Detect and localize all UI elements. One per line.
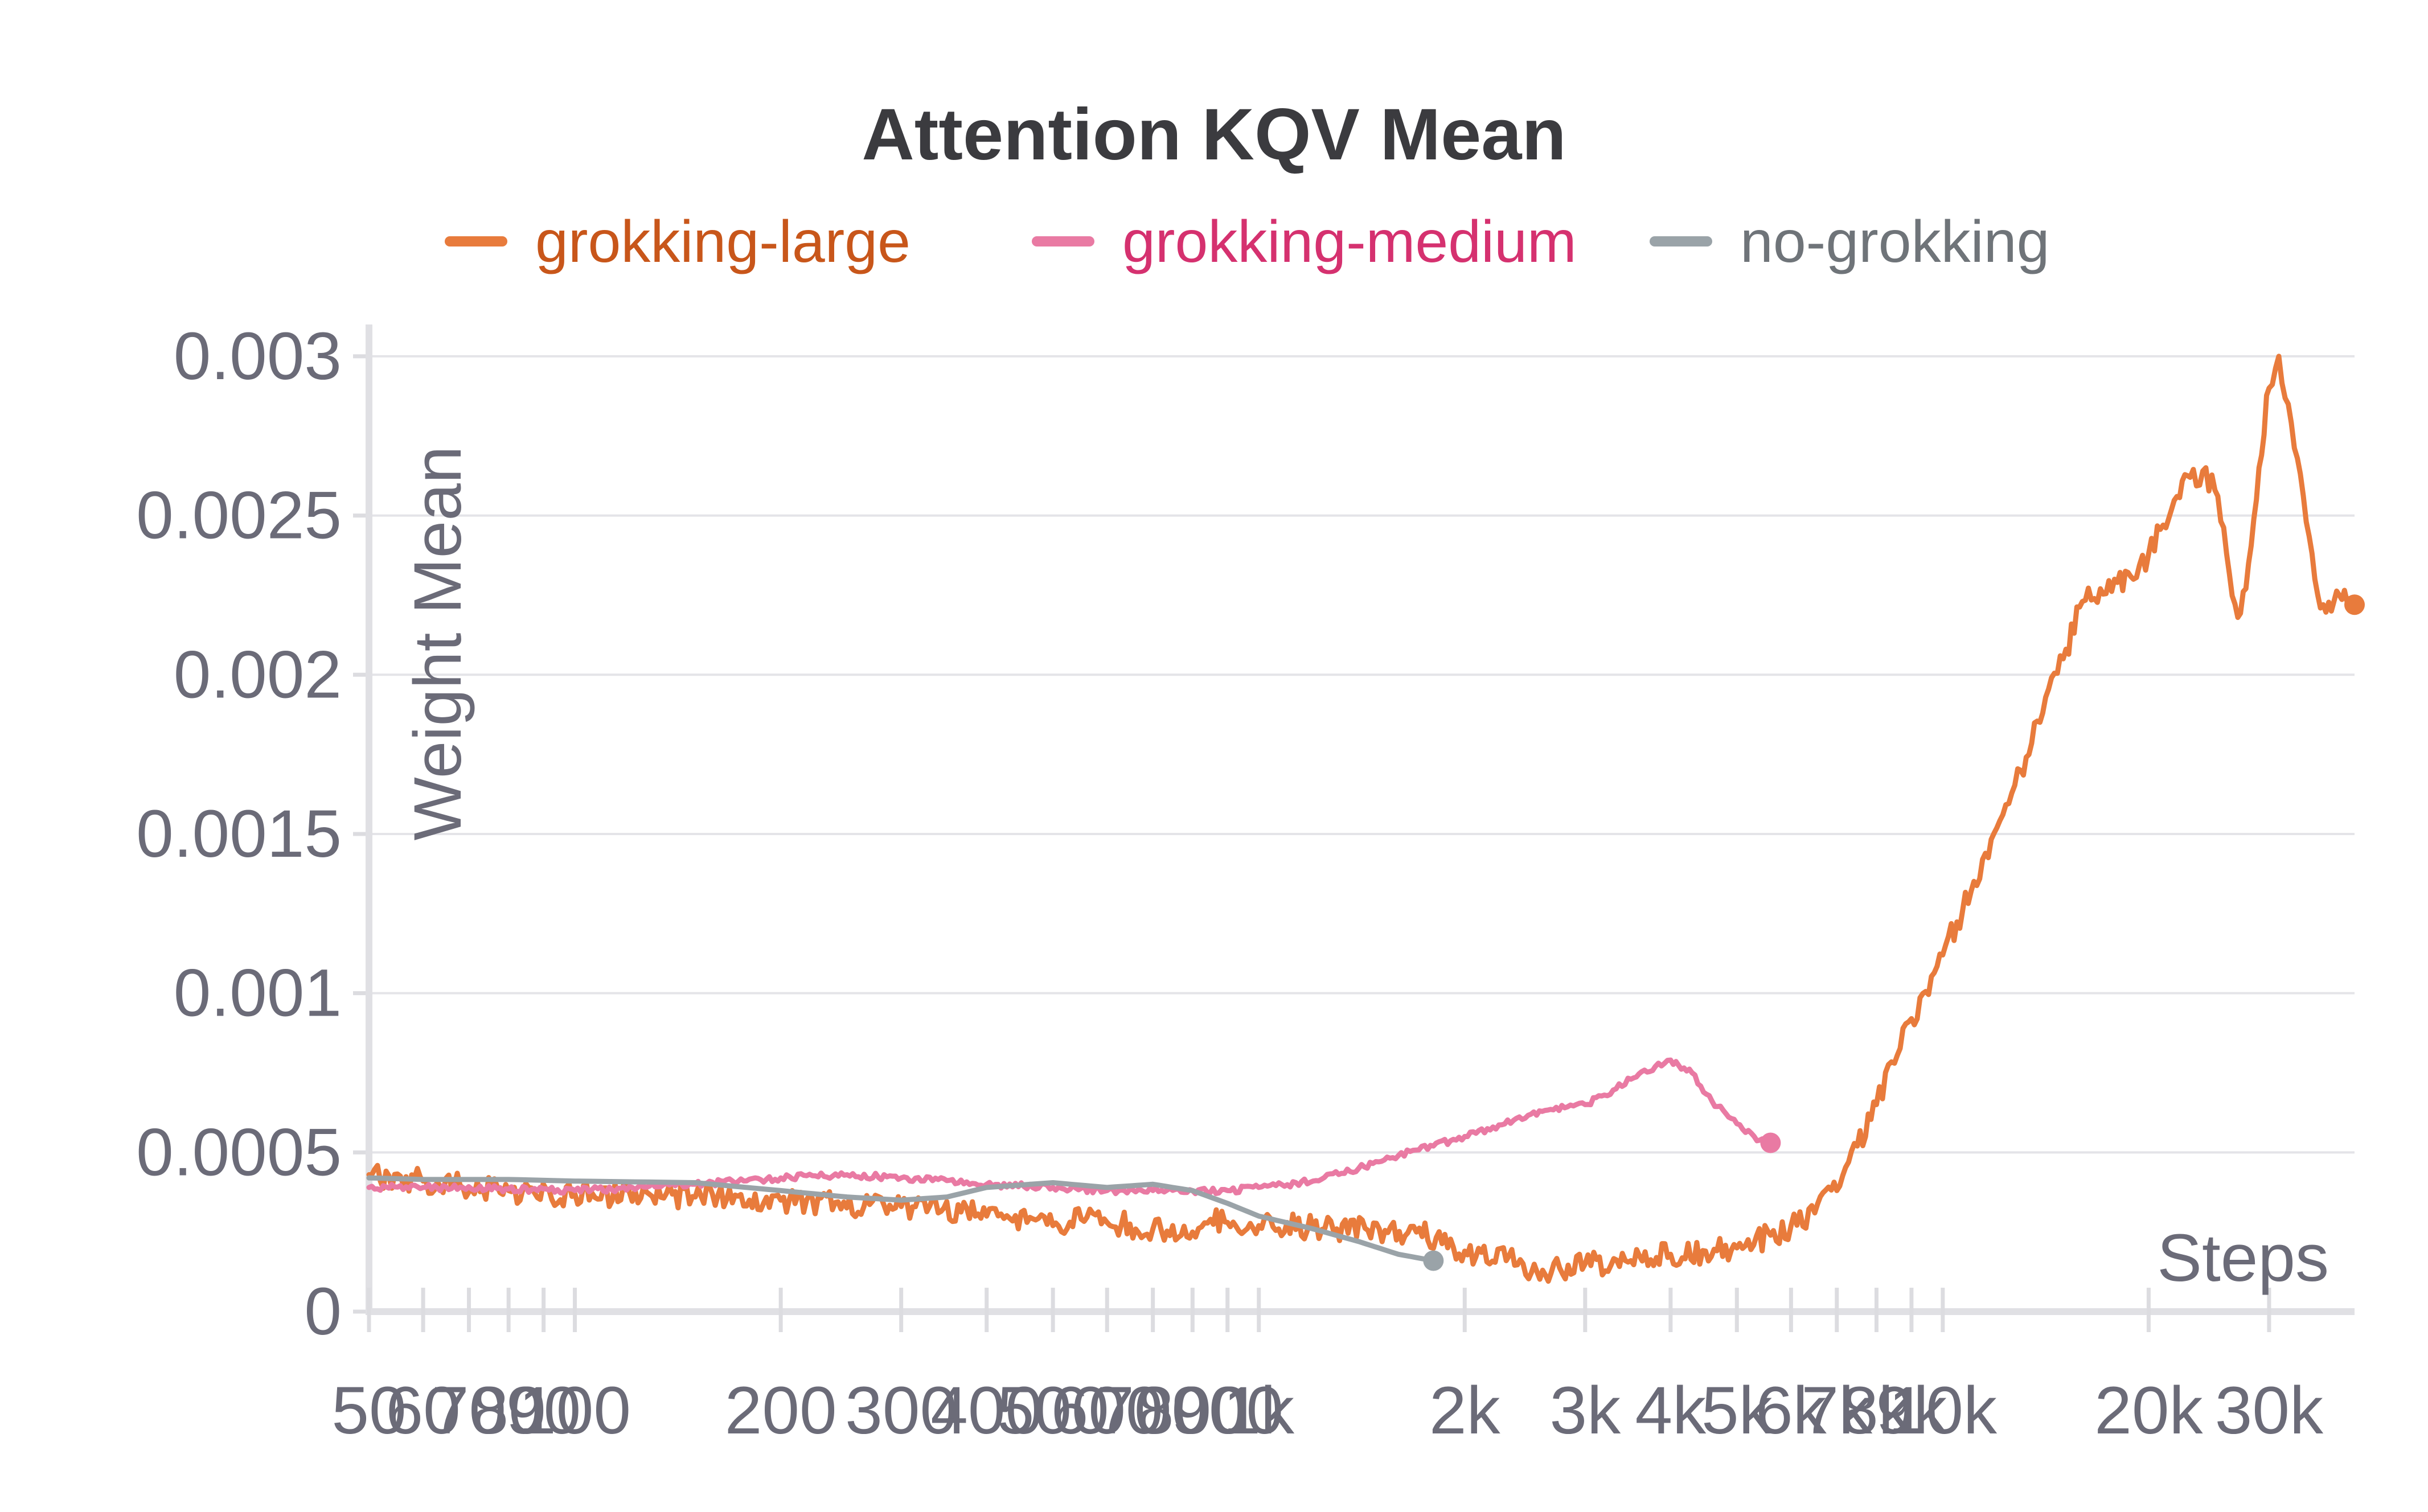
x-tick-label: 10k	[1889, 1373, 1998, 1448]
legend-label: no-grokking	[1740, 209, 2049, 275]
x-tick-label: 2k	[1429, 1373, 1501, 1448]
x-tick-label: 1k	[1223, 1373, 1295, 1448]
x-tick-label: 9k	[1876, 1373, 1948, 1448]
x-tick-label: 50	[331, 1373, 406, 1448]
series-endpoint-grokking-medium	[1760, 1132, 1781, 1153]
x-tick-label: 900	[1171, 1373, 1283, 1448]
x-tick-label: 7k	[1801, 1373, 1873, 1448]
x-tick-label: 80	[471, 1373, 546, 1448]
legend-item-grokking-medium[interactable]: grokking-medium	[1032, 209, 1577, 275]
x-tick-label: 800	[1137, 1373, 1249, 1448]
x-tick-label: 3k	[1549, 1373, 1621, 1448]
series-lines	[366, 354, 2365, 1284]
series-line-no-grokking	[366, 1175, 1436, 1263]
x-tick-label: 4k	[1635, 1373, 1707, 1448]
y-axis-label: Weight Mean	[400, 446, 475, 840]
y-axis-ticks: 0 0.0005 0.001 0.0015 0.002 0.0025 0.003	[136, 319, 369, 1349]
x-tick-label: 400	[930, 1373, 1043, 1448]
x-tick-label: 90	[506, 1373, 581, 1448]
x-tick-label: 6k	[1756, 1373, 1827, 1448]
x-tick-label: 500	[997, 1373, 1109, 1448]
x-tick-label: 700	[1097, 1373, 1209, 1448]
legend-label: grokking-large	[535, 209, 910, 275]
x-tick-label: 30k	[2215, 1373, 2324, 1448]
y-tick-label: 0.0025	[136, 478, 342, 553]
series-endpoint-grokking-large	[2344, 594, 2365, 615]
x-tick-label: 70	[432, 1373, 506, 1448]
legend: grokking-large grokking-medium no-grokking	[445, 209, 2049, 275]
legend-item-grokking-large[interactable]: grokking-large	[445, 209, 910, 275]
x-axis-label: Steps	[2157, 1221, 2329, 1296]
legend-item-no-grokking[interactable]: no-grokking	[1650, 209, 2049, 275]
x-tick-label: 600	[1051, 1373, 1163, 1448]
x-tick-label: 100	[519, 1373, 631, 1448]
y-tick-label: 0	[304, 1274, 342, 1349]
series-line-grokking-medium	[366, 1057, 1773, 1197]
y-tick-label: 0.0015	[136, 796, 342, 872]
y-tick-label: 0.0005	[136, 1115, 342, 1190]
x-tick-label: 5k	[1701, 1373, 1773, 1448]
x-tick-label: 20k	[2094, 1373, 2203, 1448]
x-tick-label: 300	[845, 1373, 957, 1448]
x-tick-label: 8k	[1841, 1373, 1913, 1448]
series-line-grokking-large	[366, 354, 2357, 1284]
series-endpoint-no-grokking	[1423, 1250, 1444, 1271]
chart-title: Attention KQV Mean	[862, 94, 1566, 175]
legend-label: grokking-medium	[1122, 209, 1577, 275]
y-tick-label: 0.003	[174, 319, 342, 394]
y-tick-label: 0.002	[174, 637, 342, 712]
x-tick-label: 60	[385, 1373, 460, 1448]
y-tick-label: 0.001	[174, 956, 342, 1031]
x-tick-label: 200	[725, 1373, 837, 1448]
gridlines	[369, 355, 2355, 1154]
